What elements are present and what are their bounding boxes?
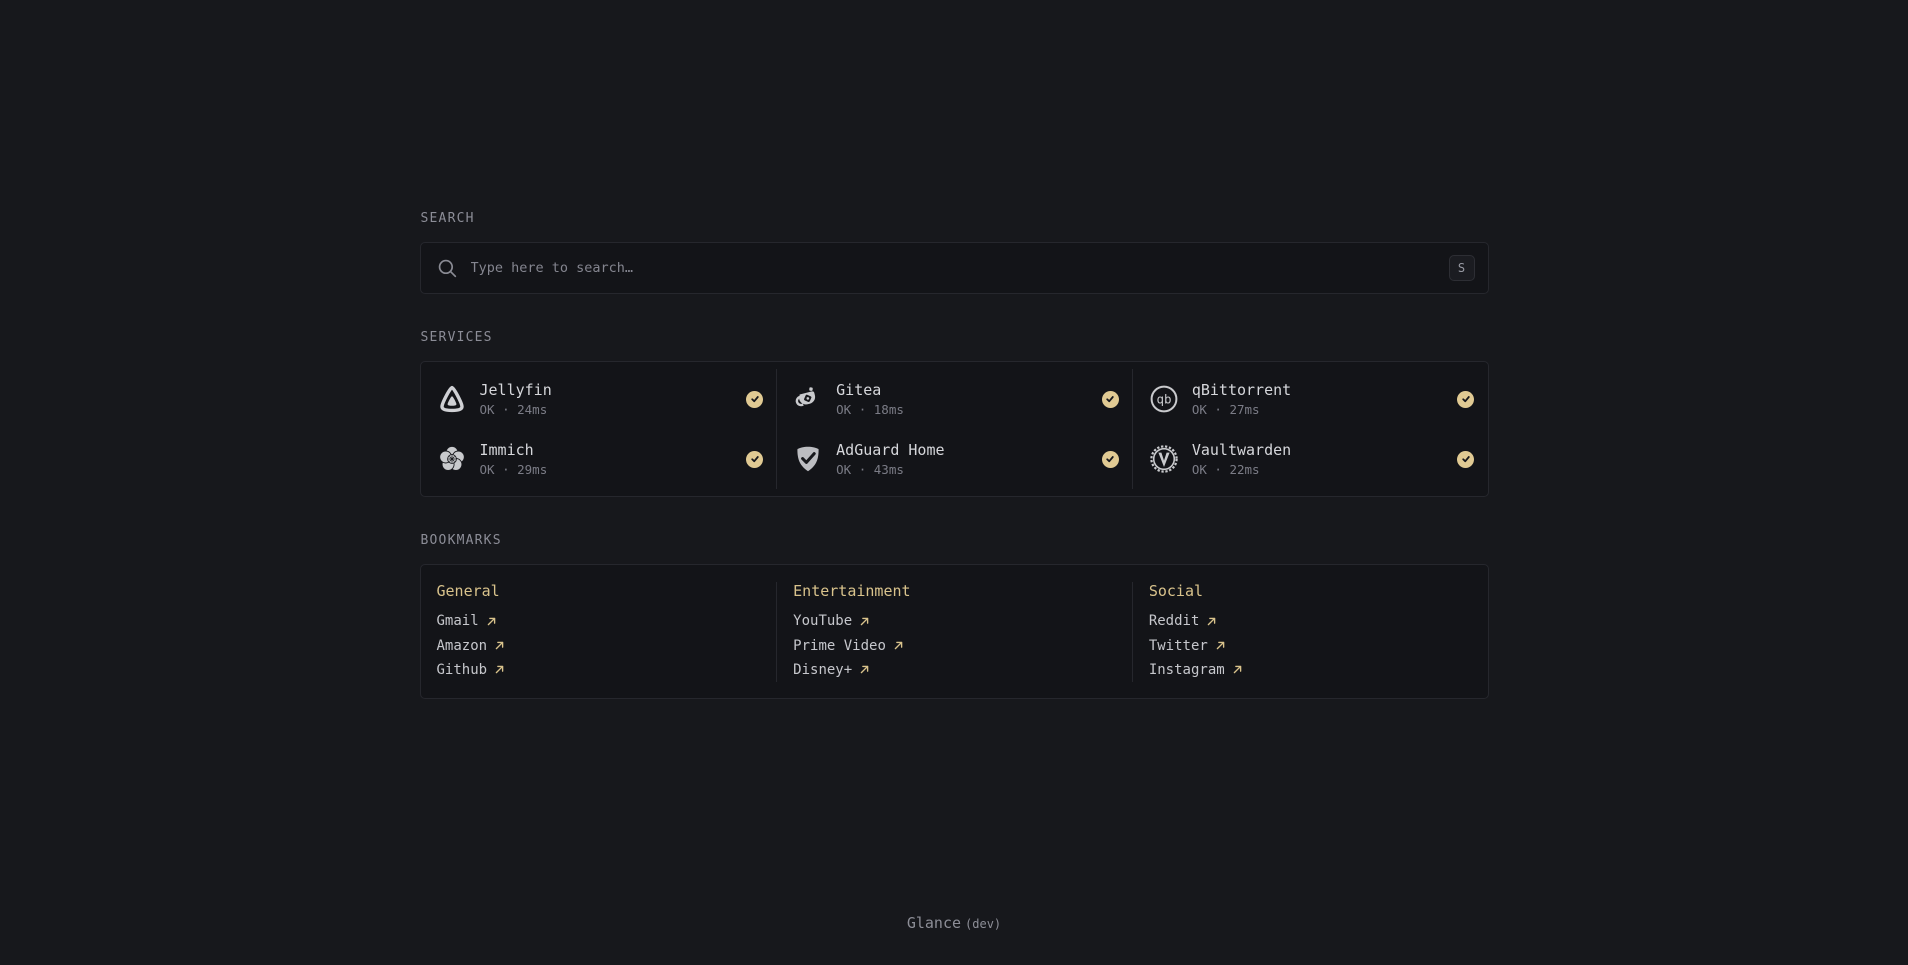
bookmark-link-label: Gmail (436, 613, 479, 630)
bookmark-link-label: Twitter (1148, 637, 1208, 654)
bookmark-links: Gmail Amazon Github (437, 609, 761, 682)
external-link-arrow-icon (859, 664, 870, 675)
service-item[interactable]: Vaultwarden OK · 22ms (1133, 429, 1488, 489)
status-ok-badge (1101, 450, 1119, 468)
status-ok-badge (1101, 390, 1119, 408)
check-icon (1106, 456, 1115, 463)
bookmark-link-label: Instagram (1148, 661, 1225, 678)
bookmark-link[interactable]: Disney+ (793, 658, 870, 682)
external-link-arrow-icon (494, 664, 505, 675)
check-icon (1462, 396, 1470, 403)
bookmark-link-label: Prime Video (793, 637, 886, 654)
external-link-arrow-icon (1232, 664, 1243, 675)
bookmark-links: YouTube Prime Video Disney+ (793, 609, 1116, 682)
status-ok-badge (1457, 390, 1475, 408)
service-text: Gitea OK · 18ms (836, 381, 904, 418)
external-link-arrow-icon (1206, 616, 1217, 627)
bookmark-link-label: YouTube (793, 613, 853, 630)
services-section-label: SERVICES (420, 330, 493, 345)
adguard-home-icon (793, 444, 823, 474)
bookmark-link-label: Reddit (1148, 613, 1200, 630)
service-item[interactable]: Gitea OK · 18ms (777, 369, 1132, 429)
service-name: Gitea (836, 380, 882, 399)
search-section-label: SEARCH (420, 211, 475, 226)
bookmark-link[interactable]: Gmail (437, 609, 497, 633)
service-text: AdGuard Home OK · 43ms (836, 441, 944, 478)
service-text: qBittorrent OK · 27ms (1192, 381, 1291, 418)
bookmark-link[interactable]: YouTube (793, 609, 870, 633)
qbittorrent-icon: qb (1149, 384, 1179, 414)
bookmark-link[interactable]: Amazon (437, 633, 506, 657)
service-status: OK · 24ms (479, 401, 548, 417)
services-grid: Jellyfin OK · 24ms Immich OK · 29ms (419, 361, 1489, 497)
footer-version-label: (dev) (965, 917, 1002, 931)
service-status: OK · 27ms (1191, 401, 1260, 417)
service-item[interactable]: AdGuard Home OK · 43ms (777, 429, 1132, 489)
bookmark-link-label: Github (436, 661, 488, 678)
services-column: qb qBittorrent OK · 27ms Vaultwarden OK … (1131, 369, 1488, 489)
service-name: qBittorrent (1191, 380, 1292, 399)
service-status: OK · 22ms (1191, 461, 1260, 477)
service-name: Immich (479, 440, 534, 459)
bookmarks-widget: BOOKMARKS General Gmail Amazon Github En… (419, 533, 1489, 700)
bookmark-link[interactable]: Twitter (1149, 633, 1226, 657)
vaultwarden-icon (1149, 444, 1179, 474)
service-status: OK · 29ms (479, 461, 548, 477)
check-icon (1462, 456, 1470, 463)
search-input[interactable] (470, 243, 1449, 293)
service-text: Vaultwarden OK · 22ms (1192, 441, 1291, 478)
check-icon (750, 396, 759, 403)
search-widget: SEARCH S (419, 211, 1489, 294)
bookmark-link[interactable]: Reddit (1149, 609, 1218, 633)
search-icon (437, 258, 458, 279)
main-content: SEARCH S SERVICES Jellyfin OK · 24ms (419, 0, 1489, 700)
bookmarks-section-label: BOOKMARKS (420, 533, 502, 548)
search-panel: S (419, 242, 1489, 294)
bookmark-link-label: Amazon (436, 637, 488, 654)
check-icon (1106, 396, 1115, 403)
bookmark-link[interactable]: Instagram (1149, 658, 1243, 682)
check-icon (750, 456, 759, 463)
bookmark-link-label: Disney+ (793, 661, 853, 678)
service-status: OK · 18ms (836, 401, 904, 417)
bookmark-link[interactable]: Prime Video (793, 633, 904, 657)
service-item[interactable]: Immich OK · 29ms (421, 429, 777, 489)
bookmark-group: General Gmail Amazon Github (421, 582, 777, 682)
service-name: Vaultwarden (1191, 440, 1292, 459)
external-link-arrow-icon (486, 616, 497, 627)
search-shortcut-key-badge: S (1448, 255, 1475, 281)
bookmark-group: Social Reddit Twitter Instagram (1131, 582, 1488, 683)
services-widget: SERVICES Jellyfin OK · 24ms (419, 330, 1489, 497)
status-ok-badge (746, 450, 764, 468)
service-name: AdGuard Home (836, 440, 945, 459)
service-item[interactable]: Jellyfin OK · 24ms (421, 369, 777, 429)
bookmarks-grid: General Gmail Amazon Github Entertainmen… (419, 564, 1489, 700)
services-column: Jellyfin OK · 24ms Immich OK · 29ms (421, 369, 777, 489)
footer: Glance (dev) (0, 913, 1908, 932)
status-ok-badge (746, 390, 764, 408)
external-link-arrow-icon (494, 640, 505, 651)
footer-app-name: Glance (906, 914, 962, 932)
bookmark-group: Entertainment YouTube Prime Video Disney… (776, 582, 1132, 683)
svg-text:qb: qb (1156, 392, 1171, 407)
jellyfin-icon (437, 384, 467, 414)
bookmark-link[interactable]: Github (437, 658, 506, 682)
service-name: Jellyfin (479, 380, 552, 399)
external-link-arrow-icon (1215, 640, 1226, 651)
bookmark-group-title: Entertainment (793, 582, 911, 600)
service-item[interactable]: qb qBittorrent OK · 27ms (1133, 369, 1488, 429)
status-ok-badge (1457, 450, 1475, 468)
external-link-arrow-icon (893, 640, 904, 651)
service-text: Immich OK · 29ms (480, 441, 548, 478)
service-text: Jellyfin OK · 24ms (480, 381, 552, 418)
external-link-arrow-icon (859, 616, 870, 627)
gitea-icon (793, 384, 823, 414)
bookmark-group-title: Social (1148, 582, 1204, 600)
bookmark-links: Reddit Twitter Instagram (1149, 609, 1472, 682)
service-status: OK · 43ms (836, 461, 904, 477)
bookmark-group-title: General (436, 582, 500, 600)
services-column: Gitea OK · 18ms AdGuard Home OK · 43ms (776, 369, 1132, 489)
immich-icon (437, 444, 467, 474)
